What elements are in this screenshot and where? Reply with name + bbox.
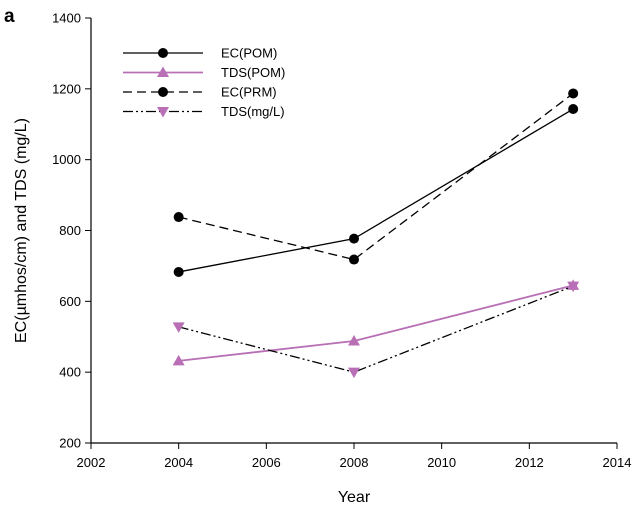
- y-tick-label: 1200: [52, 81, 81, 96]
- legend-label: EC(POM): [221, 46, 277, 61]
- legend-label: TDS(mg/L): [221, 104, 285, 119]
- legend-item: TDS(mg/L): [123, 104, 285, 119]
- series-line: [178, 284, 574, 362]
- axes: 200 400 600 800 1000 1200 1400 2002 2004 2006 2008…: [52, 11, 631, 471]
- series-3: [173, 88, 579, 265]
- series-layer: [172, 88, 580, 379]
- series-1: [173, 104, 579, 277]
- x-tick-label: 2014: [603, 455, 632, 470]
- data-point: [348, 367, 360, 379]
- x-tick-label: 2012: [515, 455, 544, 470]
- series-4: [172, 281, 580, 379]
- legend-label: EC(PRM): [221, 85, 277, 100]
- data-point: [172, 322, 185, 333]
- data-point: [172, 354, 185, 366]
- y-tick-label: 1400: [52, 11, 81, 26]
- x-tick-label: 2004: [164, 455, 193, 470]
- x-tick-label: 2010: [427, 455, 456, 470]
- x-tick-label: 2006: [252, 455, 281, 470]
- y-axis-title: EC(µmhos/cm) and TDS (mg/L): [13, 118, 30, 343]
- series-line: [178, 92, 574, 261]
- x-tick-label: 2008: [340, 455, 369, 470]
- data-point: [568, 88, 579, 99]
- legend: EC(POM) TDS(POM) EC(PRM) TDS(mg/L): [123, 46, 285, 119]
- series-line: [178, 108, 574, 273]
- y-tick-label: 600: [59, 294, 81, 309]
- legend-marker: [158, 48, 168, 58]
- data-point: [173, 212, 184, 223]
- series-line: [178, 285, 574, 373]
- data-point: [173, 266, 184, 277]
- y-tick-label: 400: [59, 365, 81, 380]
- legend-marker: [158, 87, 168, 97]
- legend-item: TDS(POM): [123, 65, 285, 80]
- y-tick-label: 800: [59, 223, 81, 238]
- x-axis-title: Year: [338, 489, 371, 506]
- y-tick-label: 1000: [52, 152, 81, 167]
- legend-item: EC(POM): [123, 46, 277, 61]
- data-point: [349, 233, 359, 244]
- data-point: [568, 104, 579, 115]
- legend-item: EC(PRM): [123, 85, 277, 100]
- legend-marker: [157, 107, 169, 118]
- legend-marker: [157, 66, 169, 77]
- y-tick-label: 200: [59, 436, 81, 451]
- legend-label: TDS(POM): [221, 65, 285, 80]
- data-point: [348, 335, 360, 346]
- x-tick-label: 2002: [77, 455, 106, 470]
- data-point: [349, 254, 359, 265]
- panel-label: a: [4, 6, 15, 27]
- series-2: [172, 279, 580, 366]
- data-point: [567, 281, 580, 293]
